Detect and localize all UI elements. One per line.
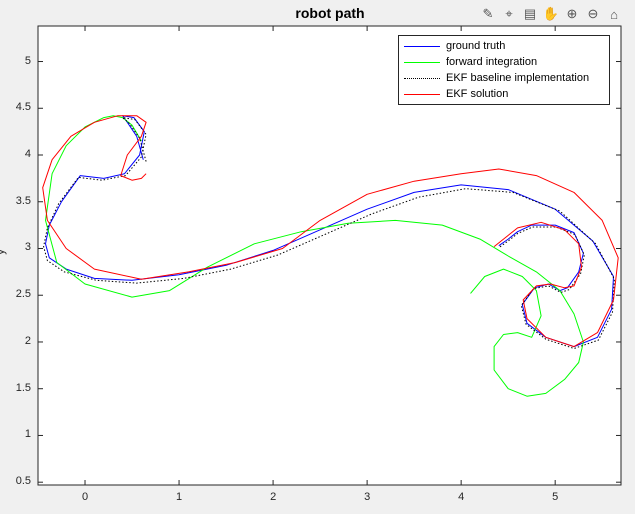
y-tick-label: 1: [24, 428, 31, 441]
series-line-0: [45, 115, 614, 348]
y-tick-label: 1.5: [15, 381, 31, 394]
x-tick-label: 0: [82, 491, 89, 503]
x-tick-label: 3: [364, 491, 371, 503]
x-tick-label: 1: [176, 491, 183, 503]
y-tick-label: 3.5: [15, 194, 31, 207]
series-line-3: [42, 115, 619, 348]
series-line-1: [45, 115, 584, 397]
y-tick-label: 4.5: [15, 101, 31, 114]
legend[interactable]: ground truth forward integration EKF bas…: [398, 35, 610, 105]
data-cursor-icon[interactable]: ⌖: [505, 6, 513, 21]
legend-label: ground truth: [446, 40, 506, 52]
axes-ticks: [38, 26, 621, 485]
edit-icon[interactable]: ✎: [482, 6, 494, 21]
legend-entry: ground truth: [399, 38, 609, 54]
series-line-2: [43, 117, 615, 349]
y-tick-label: 2.5: [15, 288, 31, 301]
legend-label: EKF solution: [446, 88, 509, 100]
legend-entry: EKF baseline implementation: [399, 70, 609, 86]
legend-entry: forward integration: [399, 54, 609, 70]
legend-swatch: [404, 61, 440, 63]
y-tick-label: 0.5: [15, 475, 31, 488]
chart-title: robot path: [295, 5, 365, 21]
legend-label: EKF baseline implementation: [446, 72, 590, 84]
y-tick-label: 2: [24, 334, 31, 347]
x-tick-label: 5: [552, 491, 559, 503]
plot-lines: [42, 115, 619, 397]
x-tick-label: 2: [270, 491, 277, 503]
legend-swatch: [404, 77, 440, 79]
legend-entry: EKF solution: [399, 86, 609, 102]
pan-icon[interactable]: ✋: [542, 6, 560, 21]
legend-label: forward integration: [446, 56, 538, 68]
legend-swatch: [404, 45, 440, 47]
y-tick-label: 4: [24, 148, 31, 160]
y-axis-label: y: [0, 249, 7, 255]
home-icon[interactable]: ⌂: [610, 6, 618, 22]
zoom-out-icon[interactable]: ⊖: [587, 6, 599, 21]
y-tick-label: 5: [24, 54, 31, 67]
legend-swatch: [404, 93, 440, 95]
brush-icon[interactable]: ▤: [523, 6, 537, 21]
x-tick-label: 4: [458, 491, 465, 503]
y-tick-label: 3: [24, 241, 31, 254]
axes-toolbar: ✎ ⌖ ▤ ✋ ⊕ ⊖ ⌂: [478, 4, 624, 24]
zoom-in-icon[interactable]: ⊕: [566, 6, 578, 21]
